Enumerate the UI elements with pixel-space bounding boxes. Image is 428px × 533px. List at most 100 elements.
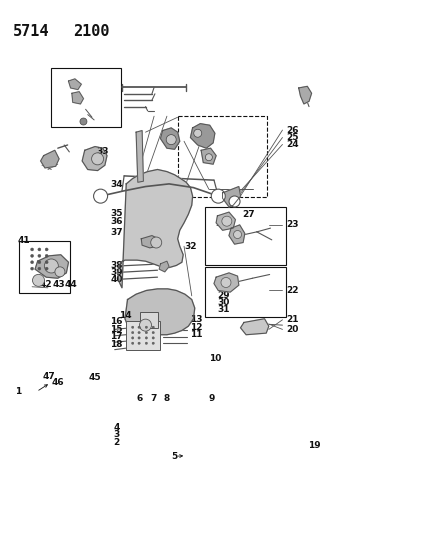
Text: 5714: 5714	[13, 24, 49, 39]
Polygon shape	[223, 187, 241, 207]
Circle shape	[166, 135, 176, 144]
Circle shape	[30, 261, 34, 264]
Text: 16: 16	[110, 318, 123, 326]
Polygon shape	[41, 150, 59, 168]
Polygon shape	[118, 169, 193, 288]
Circle shape	[131, 337, 134, 339]
Text: 37: 37	[110, 228, 123, 237]
Circle shape	[152, 337, 155, 339]
Text: 31: 31	[217, 305, 230, 313]
Bar	[51, 68, 121, 127]
Circle shape	[45, 248, 48, 251]
Text: 9: 9	[208, 394, 215, 403]
Circle shape	[80, 118, 87, 125]
Circle shape	[94, 189, 107, 203]
Text: 13: 13	[190, 316, 202, 324]
Circle shape	[222, 216, 232, 226]
Text: 41: 41	[17, 237, 30, 245]
Text: 1: 1	[15, 387, 21, 396]
Circle shape	[229, 196, 240, 207]
Text: 25: 25	[286, 133, 298, 142]
Text: 29: 29	[217, 291, 230, 300]
Polygon shape	[68, 79, 81, 90]
Polygon shape	[241, 319, 269, 335]
Polygon shape	[299, 86, 312, 104]
Circle shape	[33, 274, 45, 286]
Text: 43: 43	[52, 280, 65, 289]
Circle shape	[55, 267, 65, 277]
Polygon shape	[216, 212, 235, 230]
Circle shape	[138, 332, 140, 334]
Polygon shape	[141, 236, 158, 248]
Circle shape	[30, 254, 34, 257]
Bar	[205, 207, 286, 265]
Text: 39: 39	[110, 268, 123, 277]
Text: 44: 44	[65, 280, 78, 289]
Polygon shape	[160, 128, 180, 149]
Circle shape	[138, 342, 140, 344]
Text: 45: 45	[89, 373, 101, 382]
Text: 22: 22	[286, 286, 298, 295]
Polygon shape	[72, 92, 83, 104]
Text: 46: 46	[51, 378, 64, 387]
Circle shape	[45, 259, 58, 273]
Text: 33: 33	[96, 147, 109, 156]
Circle shape	[145, 337, 148, 339]
Circle shape	[38, 261, 41, 264]
Text: 40: 40	[110, 275, 123, 284]
Text: 19: 19	[308, 441, 321, 449]
Polygon shape	[82, 147, 107, 171]
Text: 6: 6	[137, 394, 143, 403]
Polygon shape	[214, 273, 239, 292]
Text: 23: 23	[286, 221, 298, 229]
Circle shape	[194, 129, 202, 138]
Text: 14: 14	[119, 311, 131, 319]
Polygon shape	[125, 289, 195, 335]
Bar	[178, 116, 267, 197]
Polygon shape	[201, 148, 216, 164]
Circle shape	[45, 261, 48, 264]
Text: 35: 35	[110, 209, 123, 217]
Polygon shape	[136, 131, 143, 182]
Text: 4: 4	[113, 423, 120, 432]
Circle shape	[145, 326, 148, 328]
Text: 18: 18	[110, 340, 123, 349]
Circle shape	[30, 248, 34, 251]
Circle shape	[211, 189, 225, 203]
Text: 27: 27	[243, 210, 255, 219]
Circle shape	[221, 278, 231, 287]
Circle shape	[152, 332, 155, 334]
Circle shape	[131, 332, 134, 334]
Text: 2: 2	[113, 438, 120, 447]
Text: 10: 10	[209, 354, 221, 362]
Text: 3: 3	[113, 431, 120, 439]
Circle shape	[138, 337, 140, 339]
Circle shape	[38, 248, 41, 251]
Polygon shape	[190, 124, 215, 148]
Circle shape	[92, 153, 104, 165]
Circle shape	[152, 342, 155, 344]
Circle shape	[138, 326, 140, 328]
Text: 34: 34	[110, 180, 123, 189]
Circle shape	[131, 326, 134, 328]
Text: 12: 12	[190, 323, 202, 332]
Text: 11: 11	[190, 330, 202, 338]
Circle shape	[145, 332, 148, 334]
Circle shape	[45, 267, 48, 270]
Circle shape	[145, 342, 148, 344]
Text: 47: 47	[43, 372, 56, 381]
Text: 26: 26	[286, 126, 298, 134]
Text: 38: 38	[110, 262, 123, 270]
Bar	[19, 241, 70, 293]
Circle shape	[38, 267, 41, 270]
Bar	[140, 312, 158, 328]
Bar	[126, 321, 160, 350]
Text: 30: 30	[217, 298, 230, 306]
Text: 28: 28	[215, 220, 227, 228]
Text: 20: 20	[286, 325, 298, 334]
Circle shape	[152, 326, 155, 328]
Text: 7: 7	[151, 394, 157, 403]
Text: 5: 5	[171, 452, 178, 461]
Text: 17: 17	[110, 333, 123, 341]
Circle shape	[205, 154, 212, 161]
